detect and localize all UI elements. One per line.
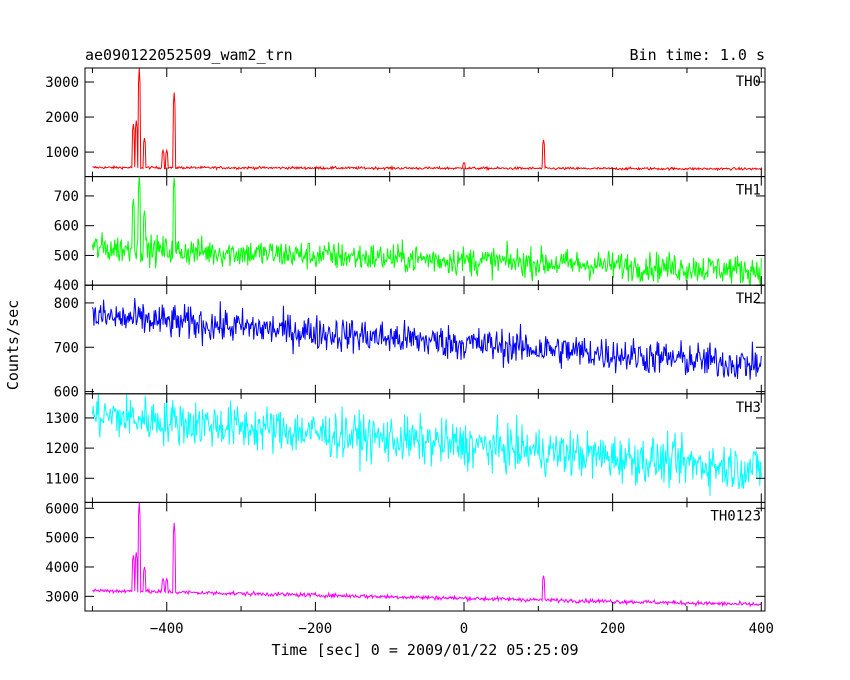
series-line-th1 <box>91 176 762 286</box>
y-tick-label: 1100 <box>45 471 79 487</box>
panel-label-th1: TH1 <box>736 183 761 199</box>
series-line-th2 <box>91 297 762 380</box>
x-tick-label: 0 <box>460 621 468 637</box>
y-tick-label: 500 <box>54 248 79 264</box>
panel-label-th0: TH0 <box>736 74 761 90</box>
y-tick-label: 800 <box>54 296 79 312</box>
series-line-th0 <box>92 68 762 172</box>
x-tick-label: 400 <box>749 621 774 637</box>
y-tick-label: 600 <box>54 219 79 235</box>
y-tick-label: 700 <box>54 189 79 205</box>
x-tick-label: 200 <box>600 621 625 637</box>
y-tick-label: 6000 <box>45 501 79 517</box>
y-tick-label: 400 <box>54 278 79 294</box>
panel-th0123: 3000 4000 5000 6000 TH0123 <box>45 501 766 612</box>
bin-time-label: Bin time: 1.0 s <box>630 46 765 64</box>
panel-th2: 600 700 800 TH2 <box>54 284 766 401</box>
panel-th3: 1100 1200 1300 TH3 <box>45 393 766 503</box>
panels-group: 1000 2000 3000 TH0 400 500 600 700 TH1 600 700 800 T… <box>45 67 766 612</box>
y-axis-label: Counts/sec <box>4 300 22 390</box>
y-tick-label: 1000 <box>45 145 79 161</box>
y-tick-label: 3000 <box>45 589 79 605</box>
y-tick-label: 4000 <box>45 560 79 576</box>
y-tick-label: 700 <box>54 340 79 356</box>
x-axis-label: Time [sec] 0 = 2009/01/22 05:25:09 <box>271 641 578 659</box>
panel-label-th3: TH3 <box>736 400 761 416</box>
y-tick-label: 2000 <box>45 110 79 126</box>
y-tick-label: 3000 <box>45 75 79 91</box>
x-axis: −400 −200 0 200 400 <box>150 621 774 637</box>
y-tick-label: 1300 <box>45 411 79 427</box>
series-line-th3 <box>91 393 762 496</box>
panel-label-th2: TH2 <box>736 291 761 307</box>
series-line-th0123 <box>92 502 762 608</box>
x-tick-label: −200 <box>299 621 333 637</box>
panel-frame <box>84 501 766 612</box>
y-tick-label: 1200 <box>45 441 79 457</box>
chart-title: ae090122052509_wam2_trn <box>85 46 293 64</box>
y-tick-label: 5000 <box>45 531 79 547</box>
x-tick-label: −400 <box>150 621 184 637</box>
panel-th1: 400 500 600 700 TH1 <box>54 176 766 294</box>
panel-frame <box>84 67 766 178</box>
panel-th0: 1000 2000 3000 TH0 <box>45 67 766 178</box>
panel-frame <box>84 176 766 286</box>
panel-label-th0123: TH0123 <box>710 508 761 524</box>
y-tick-label: 600 <box>54 385 79 401</box>
